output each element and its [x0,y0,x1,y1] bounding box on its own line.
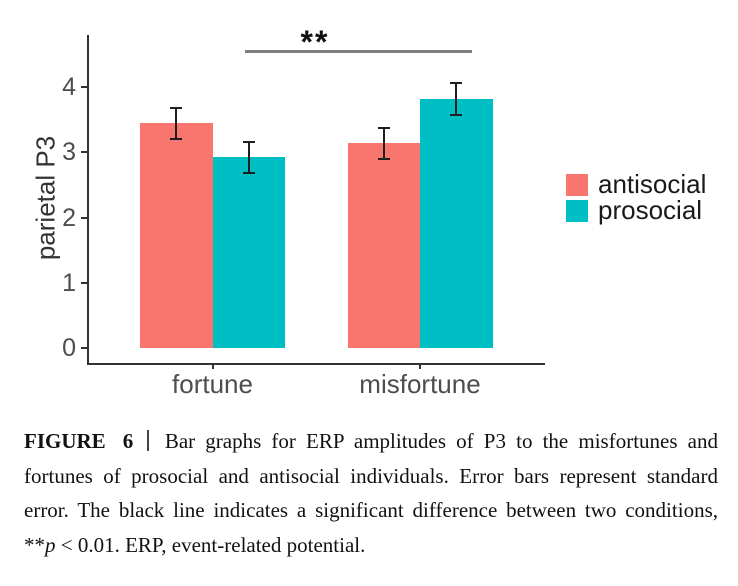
legend-swatch-prosocial [566,199,588,222]
significance-asterisks: ** [300,24,330,60]
y-tick-label-4: 4 [62,73,76,101]
caption-text-1: Bar graphs for ERP amplitudes of P3 to t… [24,429,718,557]
y-tick-label-1: 1 [62,268,76,297]
caption-text-2: < 0.01. ERP, event-related potential. [55,532,366,557]
error-bar-misfortune-antisocial [382,126,385,160]
significance-line [245,50,472,53]
error-bar-fortune-antisocial [175,107,178,139]
error-bar-cap-misfortune-antisocial [377,126,390,129]
x-axis-line [87,363,545,365]
x-axis-label-fortune: fortune [172,369,253,399]
bar-fortune-prosocial [212,156,285,348]
figure-caption: FIGURE 6 Bar graphs for ERP amplitudes of… [24,424,718,562]
bar-misfortune-antisocial [347,143,420,348]
caption-p-italic: p [45,532,56,557]
y-axis-line [87,35,89,365]
y-tick-4 [81,86,88,88]
error-bar-misfortune-prosocial [455,82,458,116]
legend-label-antisocial: antisocial [598,169,707,199]
legend-item-antisocial: antisocial [566,169,707,199]
bar-fortune-antisocial [140,122,213,348]
caption-divider-icon [147,430,149,451]
y-tick-0 [81,347,88,349]
legend-label-prosocial: prosocial [598,195,703,225]
legend-swatch-antisocial [566,173,588,196]
y-tick-label-3: 3 [62,138,76,167]
x-tick-fortune [211,363,214,369]
bar-misfortune-prosocial [420,98,493,348]
error-bar-cap-fortune-prosocial [242,172,255,175]
y-tick-1 [81,281,88,284]
y-tick-3 [81,151,88,154]
figure-label: FIGURE 6 [24,429,134,453]
x-tick-misfortune [419,363,421,369]
error-bar-cap-misfortune-prosocial [450,82,463,85]
error-bar-cap-fortune-antisocial [170,107,183,110]
error-bar-cap-misfortune-prosocial [450,114,463,117]
y-tick-2 [81,216,88,219]
error-bar-cap-fortune-antisocial [170,137,183,140]
error-bar-fortune-prosocial [247,140,250,174]
x-axis-label-misfortune: misfortune [359,369,481,399]
legend-item-prosocial: prosocial [566,195,706,225]
y-tick-label-2: 2 [62,203,76,232]
error-bar-cap-misfortune-antisocial [377,158,390,161]
y-tick-label-0: 0 [62,334,76,362]
legend: antisocial prosocial [566,169,707,225]
error-bar-cap-fortune-prosocial [242,140,255,143]
